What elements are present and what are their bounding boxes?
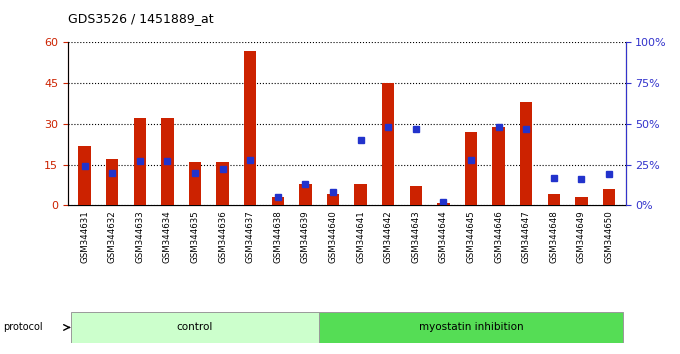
Bar (409, 186, 422, 205)
Text: GSM344640: GSM344640 (328, 211, 337, 263)
Text: protocol: protocol (3, 322, 43, 332)
Bar (547, 194, 560, 205)
Text: GSM344645: GSM344645 (466, 211, 475, 263)
Bar (271, 197, 284, 205)
Bar (106, 159, 118, 205)
Bar (437, 202, 449, 205)
Text: GSM344635: GSM344635 (190, 211, 199, 263)
Text: GSM344649: GSM344649 (577, 211, 586, 263)
Bar (354, 184, 367, 205)
Bar (520, 102, 532, 205)
Text: GSM344632: GSM344632 (107, 211, 117, 263)
Text: GSM344644: GSM344644 (439, 211, 448, 263)
Text: GSM344639: GSM344639 (301, 211, 310, 263)
Bar (189, 162, 201, 205)
Text: GSM344637: GSM344637 (245, 211, 255, 263)
Bar (244, 51, 256, 205)
Bar (319, 312, 623, 343)
Text: GSM344650: GSM344650 (605, 211, 613, 263)
Text: GSM344648: GSM344648 (549, 211, 558, 263)
Text: GSM344642: GSM344642 (384, 211, 393, 263)
Text: GSM344634: GSM344634 (163, 211, 172, 263)
Text: control: control (177, 322, 213, 332)
Bar (492, 127, 505, 205)
Text: myostatin inhibition: myostatin inhibition (419, 322, 524, 332)
Bar (299, 184, 311, 205)
Text: GSM344647: GSM344647 (522, 211, 530, 263)
Bar (327, 194, 339, 205)
Bar (71, 312, 319, 343)
Bar (78, 145, 90, 205)
Text: GSM344631: GSM344631 (80, 211, 89, 263)
Bar (161, 119, 173, 205)
Text: GSM344643: GSM344643 (411, 211, 420, 263)
Text: GSM344633: GSM344633 (135, 211, 144, 263)
Text: GSM344646: GSM344646 (494, 211, 503, 263)
Bar (382, 83, 394, 205)
Bar (603, 189, 615, 205)
Bar (465, 132, 477, 205)
Bar (133, 119, 146, 205)
Text: GDS3526 / 1451889_at: GDS3526 / 1451889_at (68, 12, 214, 25)
Bar (216, 162, 228, 205)
Text: GSM344636: GSM344636 (218, 211, 227, 263)
Bar (575, 197, 588, 205)
Text: GSM344641: GSM344641 (356, 211, 365, 263)
Text: GSM344638: GSM344638 (273, 211, 282, 263)
